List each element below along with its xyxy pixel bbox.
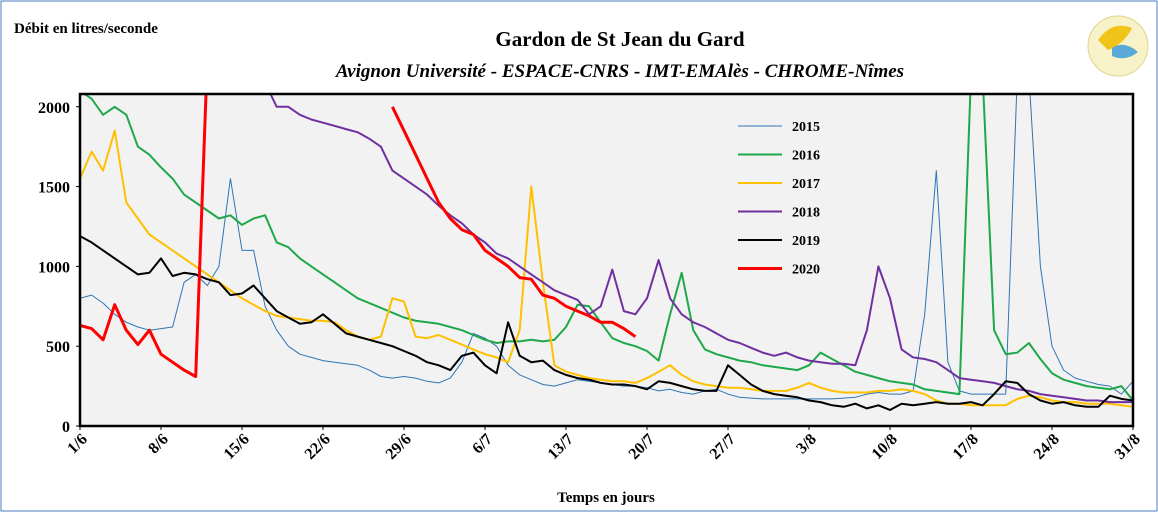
series-group <box>80 94 1133 411</box>
chart-subtitle: Avignon Université - ESPACE-CNRS - IMT-E… <box>335 61 904 82</box>
legend-label: 2016 <box>792 149 820 164</box>
plot-border <box>78 92 1135 428</box>
y-tick-label: 2000 <box>38 100 70 117</box>
legend-label: 2020 <box>792 263 820 278</box>
y-tick-label: 500 <box>46 339 70 356</box>
legend-label: 2015 <box>792 120 820 135</box>
y-tick-label: 1500 <box>38 180 70 197</box>
y-tick-label: 0 <box>62 419 70 436</box>
series-line <box>80 235 1133 411</box>
x-axis-label: Temps en jours <box>557 490 655 506</box>
y-tick-label: 1000 <box>38 259 70 276</box>
legend-label: 2019 <box>792 234 820 249</box>
series-line <box>82 94 1133 402</box>
y-axis-label: Débit en litres/seconde <box>14 21 158 37</box>
chart-title: Gardon de St Jean du Gard <box>495 27 744 51</box>
logo <box>1087 15 1149 77</box>
series-line <box>269 94 1133 404</box>
legend-label: 2017 <box>792 177 820 192</box>
legend-label: 2018 <box>792 206 820 221</box>
series-line <box>80 94 637 378</box>
plot-area <box>80 94 1133 426</box>
